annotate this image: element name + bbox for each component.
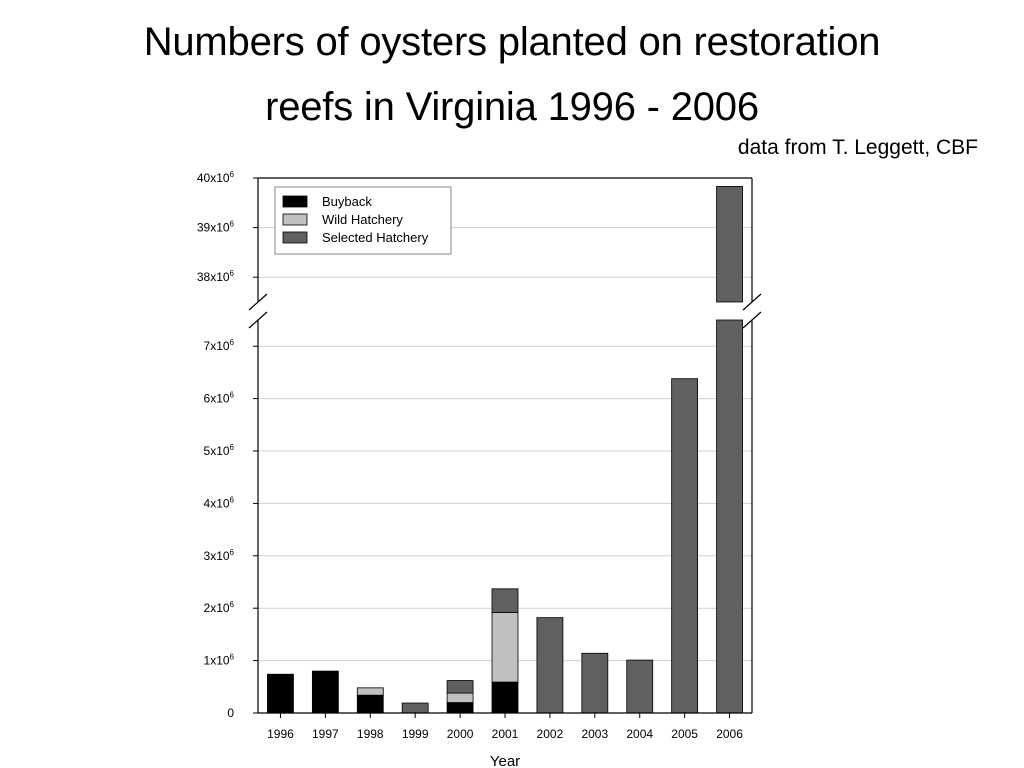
legend-label: Buyback	[322, 194, 372, 209]
y-tick-label: 2x106	[204, 600, 235, 615]
legend-label: Wild Hatchery	[322, 212, 403, 227]
bar-segment	[446, 702, 474, 714]
bar-segment	[491, 588, 519, 613]
y-tick-label: 6x106	[204, 391, 235, 406]
x-tick-label: 2001	[492, 727, 519, 741]
bar-segment	[716, 319, 743, 714]
axes: 0 1x106 2x106 3x106 4x106 5x106 6x106 7x106 38x1…	[197, 170, 762, 768]
x-tick-label: 1999	[402, 727, 429, 741]
chart-title-line2: reefs in Virginia 1996 - 2006	[265, 85, 759, 129]
x-tick-label: 1998	[357, 727, 384, 741]
axis-break-mark	[248, 293, 268, 311]
y-tick-label: 7x106	[204, 338, 235, 353]
y-tick-label: 39x106	[197, 220, 235, 235]
chart-title-line1: Numbers of oysters planted on restoratio…	[143, 20, 881, 64]
bar-segment	[401, 702, 429, 714]
legend-label: Selected Hatchery	[322, 230, 429, 245]
legend-swatch	[282, 213, 308, 226]
source-note: data from T. Leggett, CBF	[737, 136, 978, 159]
bar-segment	[491, 681, 519, 714]
legend-swatch	[282, 195, 308, 208]
x-tick-label: 1997	[312, 727, 339, 741]
bar-segment	[716, 186, 743, 303]
y-tick-label: 3x106	[204, 548, 235, 563]
x-tick-label: 1996	[267, 727, 294, 741]
legend-swatch	[282, 231, 308, 244]
y-tick-label: 1x106	[204, 653, 235, 668]
y-tick-label: 0	[227, 706, 234, 720]
legend: Buyback Wild Hatchery Selected Hatchery	[274, 186, 452, 255]
bar-segment	[671, 378, 699, 714]
bar-segment	[491, 611, 519, 683]
x-tick-label: 2000	[447, 727, 474, 741]
bar-segment	[626, 659, 654, 714]
gridlines	[258, 227, 752, 662]
bar-segment	[356, 694, 384, 714]
x-tick-label: 2005	[671, 727, 698, 741]
x-tick-label: 2002	[537, 727, 564, 741]
bar-segment	[267, 673, 294, 714]
axis-break-mark	[248, 311, 268, 329]
bars	[267, 186, 743, 714]
axis-break-mark	[742, 311, 762, 329]
y-tick-label: 5x106	[204, 443, 235, 458]
y-tick-label: 38x106	[197, 269, 235, 284]
bar-segment	[581, 652, 609, 714]
y-tick-label: 4x106	[204, 495, 235, 510]
bar-segment	[311, 670, 339, 714]
x-tick-label: 2004	[626, 727, 653, 741]
bar-segment	[446, 692, 474, 703]
bar-segment	[446, 680, 474, 694]
y-tick-label: 40x106	[197, 170, 235, 185]
x-tick-label: 2006	[716, 727, 743, 741]
x-axis-label: Year	[490, 753, 520, 768]
bar-segment	[356, 687, 384, 696]
x-tick-label: 2003	[581, 727, 608, 741]
bar-segment	[536, 617, 564, 714]
axis-break-mark	[742, 293, 762, 311]
